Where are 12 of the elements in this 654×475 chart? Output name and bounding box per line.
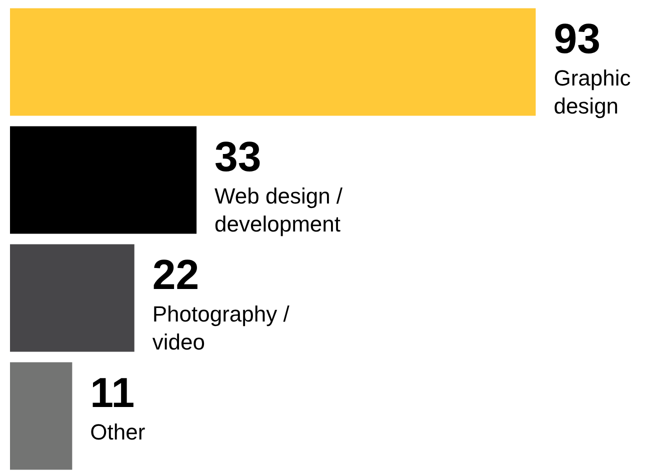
data-label: 33: [214, 132, 262, 180]
bar: [10, 8, 536, 116]
bar: [10, 244, 134, 352]
y-tick-label: Photography / video: [152, 301, 290, 354]
data-label: 11: [90, 368, 135, 416]
data-label: 93: [554, 14, 600, 62]
y-tick-label: Graphic design: [554, 65, 631, 118]
bar: [10, 126, 197, 234]
data-label: 22: [152, 250, 200, 298]
bar: [10, 362, 72, 470]
y-tick-label: Other: [90, 419, 146, 444]
y-tick-label: Web design / development: [214, 183, 344, 236]
